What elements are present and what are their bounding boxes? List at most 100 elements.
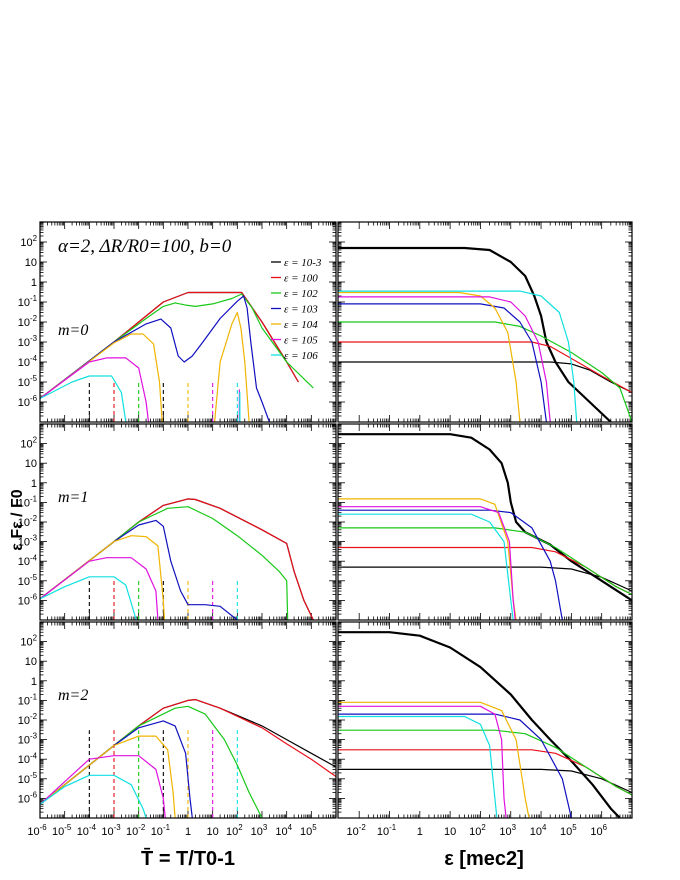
y-tick-label: 10-4: [18, 553, 38, 568]
x-tick-label: 102: [226, 823, 243, 838]
x-axis-label-right: ε [mec2]: [444, 848, 524, 870]
series-line: [40, 357, 150, 422]
legend: ε = 10-3 ε = 100 ε = 102 ε = 103 ε = 104 ε = …: [271, 257, 322, 362]
x-tick-label: 10-1: [151, 823, 171, 838]
x-tick-label: 103: [251, 823, 268, 838]
y-tick-label: 10-2: [18, 712, 37, 727]
axis-ticks: [338, 621, 633, 819]
axis-ticks: [338, 423, 633, 621]
panel-label: m=2: [58, 687, 88, 704]
y-tick-label: 1: [31, 676, 37, 688]
x-tick-label: 1: [185, 826, 191, 838]
series-line: [40, 557, 159, 620]
series-line: [338, 729, 632, 796]
series-line: [338, 321, 632, 422]
y-tick-label: 10-3: [18, 334, 38, 349]
legend-entry: ε = 10-3: [284, 257, 322, 269]
y-tick-label: 10: [25, 458, 37, 470]
y-tick-label: 10-6: [18, 790, 38, 805]
panel-label: m=1: [58, 489, 88, 506]
series-line: [40, 333, 163, 422]
y-tick-label: 10-1: [18, 294, 38, 309]
x-tick-label: 10-5: [52, 823, 72, 838]
y-tick-label: 1: [31, 478, 37, 490]
y-tick-label: 10-6: [18, 592, 38, 607]
series-line: [338, 433, 632, 602]
x-tick-label: 1: [417, 826, 423, 838]
x-tick-label: 10-2: [347, 823, 366, 838]
legend-entry: ε = 104: [284, 319, 318, 331]
x-axis-label-left: T̄ = T/T0-1: [141, 848, 235, 870]
series-line: [338, 713, 572, 818]
chart-panel-left-0: 10-6 10-5 10-4 10-3 10-2 10-1 1 10 102 m=0: [18, 221, 337, 423]
x-tick-label: 106: [590, 823, 607, 838]
x-tick-label: 105: [560, 823, 577, 838]
series-line: [338, 246, 612, 422]
series-line: [40, 755, 166, 818]
y-tick-label: 10-4: [18, 751, 38, 766]
chart-panel-right-1: [337, 423, 633, 621]
series-line: [338, 361, 632, 394]
x-tick-label: 102: [469, 823, 486, 838]
series-line: [40, 498, 314, 620]
y-tick-label: 10: [25, 656, 37, 668]
y-tick-label: 10-5: [18, 573, 38, 588]
series-line: [338, 749, 632, 796]
x-tick-label: 104: [530, 823, 547, 838]
x-tick-label: 10-3: [101, 823, 121, 838]
y-tick-label: 10-1: [18, 692, 38, 707]
legend-entry: ε = 105: [284, 335, 318, 347]
plot-frame: [337, 423, 633, 621]
series-line: [40, 506, 289, 620]
panels: 10-610-510-410-310-210-1110102m=010-610-…: [18, 221, 633, 838]
series-line: [40, 535, 165, 620]
chart-panel-right-0: [337, 221, 633, 423]
series-line: [338, 715, 498, 818]
panel-label: m=0: [58, 322, 88, 339]
series-line: [214, 311, 250, 422]
plot-frame: [39, 221, 337, 423]
series-line: [40, 774, 147, 818]
series-line: [338, 631, 621, 818]
series-line: [40, 291, 299, 399]
series-line: [338, 341, 632, 394]
series-line: [40, 705, 263, 818]
y-tick-label: 102: [20, 634, 37, 649]
legend-entry: ε = 100: [284, 273, 318, 285]
series-line: [338, 506, 516, 620]
chart-panel-left-2: 10-6 10-5 10-4 10-3 10-2 10-1 1 10 102 10-6 10-5 10…: [18, 621, 337, 838]
y-tick-label: 10-5: [18, 374, 38, 389]
plot-frame: [39, 621, 337, 819]
y-tick-label: 1: [31, 277, 37, 289]
series-line: [338, 701, 530, 818]
legend-entry: ε = 103: [284, 304, 318, 316]
series-line: [338, 290, 578, 422]
y-tick-label: 10-5: [18, 771, 38, 786]
y-tick-label: 10: [25, 257, 37, 269]
x-tick-label: 10: [207, 826, 219, 838]
x-tick-label: 10-6: [27, 823, 47, 838]
legend-entry: ε = 102: [284, 288, 318, 300]
series-line: [338, 527, 632, 596]
chart-panel-right-2: 10-2 10-1 1 10 102 103 104 105 106: [337, 621, 633, 838]
series-line: [40, 576, 137, 620]
series-line: [40, 293, 314, 399]
y-tick-label: 10-1: [18, 494, 38, 509]
series-line: [40, 498, 314, 620]
y-tick-label: 10-2: [18, 514, 37, 529]
x-tick-label: 10-2: [126, 823, 145, 838]
y-tick-label: 10-3: [18, 732, 38, 747]
series-line: [338, 513, 514, 620]
series-line: [40, 735, 176, 818]
series-line: [338, 498, 517, 620]
plot-frame: [39, 423, 337, 621]
plot-frame: [337, 221, 633, 423]
series-line: [338, 509, 563, 620]
y-tick-label: 10-3: [18, 534, 38, 549]
series-line: [338, 303, 547, 422]
series-line: [40, 295, 270, 422]
x-tick-label: 10-4: [77, 823, 97, 838]
x-tick-label: 10: [444, 826, 456, 838]
y-axis-label: ε Fε / F0: [9, 489, 26, 551]
x-tick-label: 104: [275, 823, 292, 838]
